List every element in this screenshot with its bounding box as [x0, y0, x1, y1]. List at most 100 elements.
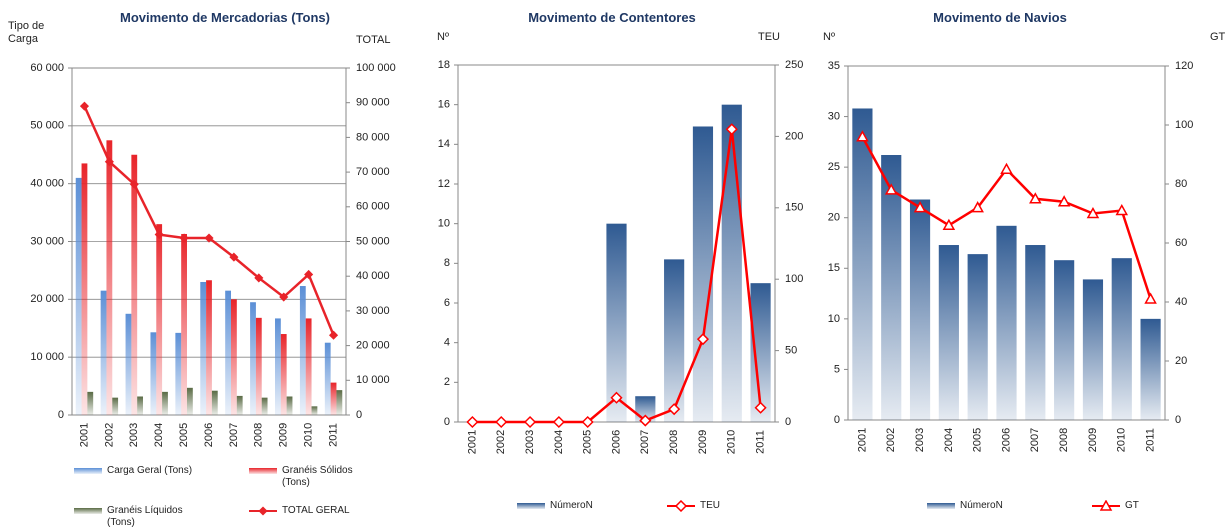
y-tick-label: 10: [828, 313, 840, 325]
bar: [250, 302, 256, 415]
bar: [881, 155, 902, 420]
x-tick-label: 2001: [856, 428, 868, 452]
y2-tick-label: 20: [1175, 355, 1187, 367]
x-tick-label: 2008: [1058, 428, 1070, 452]
y-tick-label: 6: [444, 297, 450, 309]
line-marker: [754, 401, 767, 414]
y2-tick-label: 80: [1175, 178, 1187, 190]
x-tick-label: 2005: [178, 423, 190, 447]
line-marker: [229, 252, 239, 262]
bar: [606, 223, 627, 422]
y2-tick-label: 120: [1175, 60, 1193, 72]
legend-swatch: [249, 468, 277, 474]
legend-swatch: [517, 503, 545, 509]
y-tick-label: 8: [444, 257, 450, 269]
line-marker: [523, 415, 537, 429]
y-tick-label: 25: [828, 161, 840, 173]
x-tick-label: 2004: [943, 428, 955, 452]
y-tick-label: 50 000: [30, 120, 64, 132]
y2-tick-label: 80 000: [356, 131, 390, 143]
legend-swatch: [249, 506, 277, 516]
x-tick-label: 2005: [972, 428, 984, 452]
x-tick-label: 2008: [253, 423, 265, 447]
x-tick-label: 2005: [582, 430, 594, 454]
x-tick-label: 2007: [1029, 428, 1041, 452]
bar: [996, 225, 1017, 420]
bar: [112, 397, 119, 415]
y2-tick-label: 90 000: [356, 97, 390, 109]
y2-axis-label: TEU: [758, 31, 780, 43]
bar: [280, 334, 287, 415]
y2-tick-label: 60 000: [356, 201, 390, 213]
legend-item: TEU: [665, 500, 825, 512]
line-marker: [856, 130, 869, 142]
x-tick-label: 2007: [639, 430, 651, 454]
x-tick-label: 2003: [524, 430, 536, 454]
y2-axis-label: GT: [1210, 31, 1226, 43]
y-tick-label: 5: [834, 363, 840, 375]
x-tick-label: 2003: [914, 428, 926, 452]
y2-tick-label: 200: [785, 130, 803, 142]
legend-item: Granéis Sólidos (Tons): [247, 465, 407, 489]
chart-title: Movimento de Navios: [933, 10, 1067, 25]
x-tick-label: 2010: [726, 430, 738, 454]
line-marker: [466, 415, 479, 429]
legend-label: GT: [1125, 500, 1139, 511]
x-tick-label: 2001: [78, 423, 90, 447]
y-tick-label: 2: [444, 376, 450, 388]
bar: [175, 332, 182, 415]
y2-tick-label: 0: [785, 416, 791, 428]
line-marker: [942, 218, 956, 231]
legend-bar: [74, 468, 102, 474]
bar: [106, 140, 113, 415]
y-tick-label: 0: [834, 414, 840, 426]
legend-swatch: [74, 508, 102, 514]
line-marker: [884, 183, 898, 195]
y-tick-label: 18: [438, 59, 450, 71]
bar: [200, 281, 207, 415]
bar: [275, 318, 281, 415]
bar: [186, 387, 193, 415]
bar: [721, 104, 742, 423]
y2-tick-label: 70 000: [356, 166, 390, 178]
x-tick-label: 2010: [1116, 428, 1128, 452]
bar: [225, 290, 232, 415]
line-marker: [581, 415, 594, 429]
legend-marker: [674, 500, 688, 512]
bar: [1111, 258, 1132, 420]
x-tick-label: 2006: [203, 423, 215, 447]
y-axis-label: Tipo de Carga: [8, 20, 45, 45]
y2-tick-label: 30 000: [356, 305, 390, 317]
legend-swatch: [74, 468, 102, 474]
line-marker: [1057, 195, 1071, 207]
x-tick-label: 2009: [697, 430, 709, 454]
bar: [324, 342, 331, 415]
bar: [330, 382, 337, 415]
y2-tick-label: 100 000: [356, 62, 396, 74]
y-tick-label: 20: [828, 212, 840, 224]
x-tick-label: 2007: [228, 423, 240, 447]
y2-tick-label: 10 000: [356, 374, 390, 386]
y2-tick-label: 0: [1175, 414, 1181, 426]
bar: [1140, 318, 1161, 420]
line-marker: [179, 233, 189, 243]
legend-bar: [249, 468, 277, 474]
y-axis-label: Nº: [823, 31, 835, 43]
line-marker: [725, 123, 738, 136]
line-marker: [1115, 204, 1129, 216]
legend-item: NúmeroN: [515, 500, 675, 512]
legend-marker: [258, 506, 268, 516]
y-tick-label: 10: [438, 218, 450, 230]
y-tick-label: 0: [58, 409, 64, 421]
line-marker: [639, 414, 652, 427]
legend-label: TOTAL GERAL: [282, 505, 350, 516]
line-marker: [79, 101, 90, 111]
x-tick-label: 2010: [303, 423, 315, 447]
y-tick-label: 60 000: [30, 62, 64, 74]
bar: [909, 199, 931, 420]
y-tick-label: 12: [438, 178, 450, 190]
bar: [231, 299, 237, 415]
x-tick-label: 2004: [553, 430, 565, 454]
